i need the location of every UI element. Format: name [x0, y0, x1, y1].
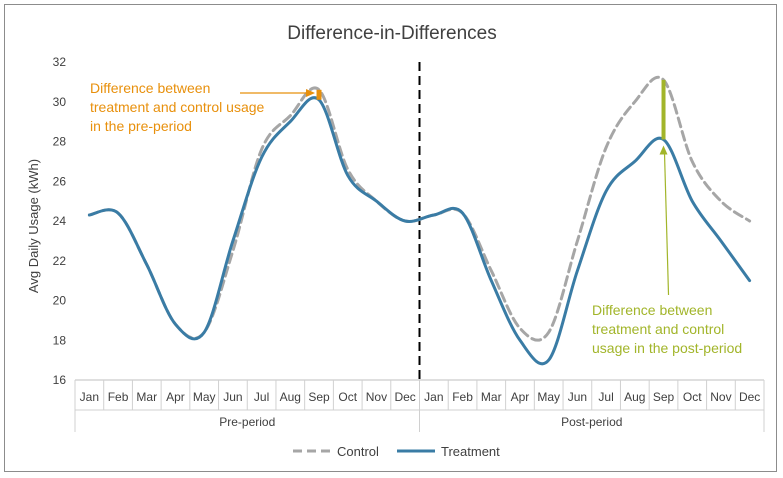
- x-tick-label: Jul: [254, 390, 269, 404]
- post-period-arrow-head: [659, 145, 668, 155]
- y-tick-label: 20: [53, 294, 67, 308]
- annotation-line: Difference between: [90, 80, 210, 96]
- x-tick-label: Feb: [108, 390, 129, 404]
- x-tick-label: Jun: [223, 390, 242, 404]
- legend-label-treatment: Treatment: [441, 444, 500, 459]
- x-tick-label: Aug: [624, 390, 645, 404]
- y-tick-label: 26: [53, 174, 67, 188]
- post-period-arrow-line: [663, 153, 670, 296]
- x-tick-label: Feb: [452, 390, 473, 404]
- y-tick-label: 22: [53, 254, 67, 268]
- group-label: Pre-period: [219, 415, 275, 429]
- x-tick-label: Nov: [366, 390, 387, 404]
- y-tick-label: 16: [53, 373, 67, 387]
- y-tick-label: 30: [53, 95, 67, 109]
- x-tick-label: May: [193, 390, 216, 404]
- x-tick-label: Sep: [653, 390, 675, 404]
- x-tick-label: Aug: [280, 390, 301, 404]
- y-tick-label: 18: [53, 333, 67, 347]
- axes: 16 18 20 22 24 26 28 30 32 Jan Feb Mar Apr May Jun Jul A…: [53, 55, 765, 432]
- x-tick-label: Oct: [683, 390, 702, 404]
- x-tick-label: Oct: [338, 390, 357, 404]
- series-line-treatment: [87, 96, 752, 366]
- x-tick-label: Jan: [80, 390, 99, 404]
- x-tick-label: Apr: [166, 390, 185, 404]
- x-tick-label: Mar: [136, 390, 157, 404]
- x-tick-label: Jan: [424, 390, 443, 404]
- x-tick-label: Jul: [598, 390, 613, 404]
- pre-period-annotation-text: Difference between treatment and control …: [90, 80, 265, 134]
- annotation-line: treatment and control: [592, 321, 724, 337]
- chart-title: Difference-in-Differences: [287, 23, 496, 44]
- chart-frame: Difference-in-Differences Avg Daily Usag…: [4, 4, 777, 472]
- y-tick-label: 28: [53, 135, 67, 149]
- post-period-annotation-text: Difference between treatment and control u…: [592, 302, 742, 356]
- y-tick-label: 32: [53, 55, 67, 69]
- annotation-line: in the pre-period: [90, 118, 192, 134]
- x-tick-label: Dec: [739, 390, 760, 404]
- x-tick-label: Mar: [481, 390, 502, 404]
- legend: Control Treatment: [293, 444, 500, 459]
- group-label: Post-period: [561, 415, 622, 429]
- series-lines: [87, 76, 752, 366]
- x-tick-label: Dec: [394, 390, 415, 404]
- x-tick-label: May: [537, 390, 560, 404]
- x-tick-label: Nov: [710, 390, 731, 404]
- difference-in-differences-chart: Difference-in-Differences Avg Daily Usag…: [26, 23, 765, 459]
- y-axis-label: Avg Daily Usage (kWh): [26, 159, 41, 293]
- annotations: Difference between treatment and control …: [90, 79, 742, 356]
- legend-label-control: Control: [337, 444, 379, 459]
- y-tick-label: 24: [53, 214, 67, 228]
- annotation-line: Difference between: [592, 302, 712, 318]
- x-tick-label: Jun: [568, 390, 587, 404]
- x-tick-label: Sep: [308, 390, 330, 404]
- x-tick-label: Apr: [511, 390, 530, 404]
- annotation-line: treatment and control usage: [90, 99, 265, 115]
- annotation-line: usage in the post-period: [592, 340, 742, 356]
- pre-period-arrow-head: [306, 89, 316, 97]
